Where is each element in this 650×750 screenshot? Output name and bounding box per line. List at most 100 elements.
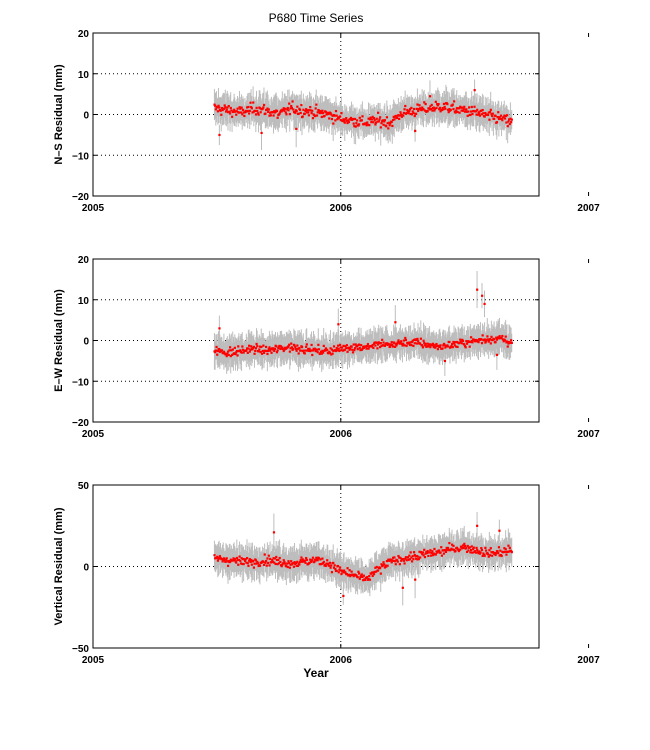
data-point	[359, 575, 362, 579]
data-point	[434, 345, 437, 348]
data-point	[461, 106, 464, 109]
data-point	[316, 351, 319, 354]
data-point	[230, 109, 233, 112]
data-point	[227, 104, 230, 108]
data-point	[487, 340, 490, 343]
data-point	[455, 340, 458, 344]
data-point	[415, 557, 418, 560]
data-point	[381, 344, 384, 347]
data-point	[289, 107, 292, 110]
data-point	[423, 341, 426, 345]
data-point	[453, 548, 456, 551]
data-point	[470, 545, 473, 548]
data-point	[296, 105, 299, 108]
data-point	[429, 549, 432, 552]
data-point	[283, 109, 286, 112]
data-point	[286, 562, 289, 565]
data-point	[417, 340, 420, 343]
data-point	[416, 103, 419, 106]
data-point	[304, 349, 307, 352]
data-point	[391, 345, 395, 348]
data-point	[322, 562, 325, 565]
data-point	[254, 559, 258, 562]
data-points-ns	[213, 89, 513, 137]
data-point	[400, 559, 403, 562]
data-point	[365, 347, 368, 350]
data-point	[268, 346, 271, 349]
data-point	[214, 351, 217, 354]
data-point	[265, 564, 268, 567]
data-point	[270, 351, 273, 354]
data-point	[454, 341, 457, 344]
data-point	[503, 339, 507, 342]
data-point	[322, 112, 325, 115]
data-point	[323, 114, 326, 118]
data-point	[482, 112, 485, 115]
data-point	[448, 108, 451, 111]
data-point	[403, 108, 406, 111]
data-point	[433, 547, 436, 551]
data-point	[288, 343, 291, 346]
data-point	[403, 562, 406, 565]
data-point	[427, 345, 430, 348]
data-point	[303, 352, 306, 355]
data-point	[362, 579, 365, 582]
data-point	[257, 113, 260, 116]
data-point	[408, 343, 412, 347]
data-point	[480, 342, 484, 345]
data-point	[463, 542, 466, 545]
data-point	[314, 107, 317, 110]
data-point	[380, 344, 383, 347]
data-point	[416, 337, 419, 341]
data-point	[236, 558, 239, 562]
data-point	[344, 345, 347, 348]
data-point	[482, 552, 485, 555]
data-point	[406, 556, 410, 559]
data-point	[243, 111, 247, 114]
data-point	[490, 551, 493, 554]
data-point	[279, 560, 282, 564]
data-point	[316, 111, 319, 114]
data-point	[242, 351, 245, 354]
data-point	[459, 338, 462, 341]
data-point	[503, 550, 507, 553]
data-point	[296, 347, 300, 350]
data-point	[333, 114, 336, 117]
data-point	[348, 569, 351, 572]
data-point	[216, 106, 219, 109]
data-point	[290, 104, 293, 108]
data-point	[256, 109, 259, 113]
data-point	[319, 558, 322, 561]
data-point	[326, 112, 329, 116]
data-point	[305, 557, 308, 560]
data-point	[358, 577, 361, 580]
data-point	[270, 561, 273, 564]
y-tick-label: −10	[72, 377, 89, 388]
data-point	[510, 121, 513, 124]
data-point	[340, 112, 343, 115]
data-point	[451, 103, 454, 106]
data-point	[324, 563, 327, 566]
x-tick-label-2006: 2006	[330, 429, 353, 440]
data-point	[403, 344, 406, 347]
data-point	[335, 346, 338, 350]
data-point	[361, 115, 364, 118]
y-tick-label: 20	[78, 255, 90, 266]
data-point	[415, 338, 418, 342]
data-point	[431, 109, 434, 112]
data-point	[329, 566, 332, 569]
data-point	[249, 560, 252, 564]
data-point	[360, 119, 363, 122]
data-point	[377, 120, 380, 123]
data-point	[444, 346, 447, 349]
data-point	[282, 107, 285, 110]
data-point	[423, 344, 427, 347]
data-point	[387, 343, 391, 346]
data-point	[495, 338, 499, 341]
data-point	[258, 107, 262, 110]
data-point	[330, 348, 334, 351]
data-point	[498, 554, 501, 557]
data-point	[243, 559, 247, 563]
panel-ew: 2005 2006 2007 −20 −10 0 10 20 E–W Residual (mm)	[53, 255, 600, 440]
data-point	[340, 348, 343, 352]
